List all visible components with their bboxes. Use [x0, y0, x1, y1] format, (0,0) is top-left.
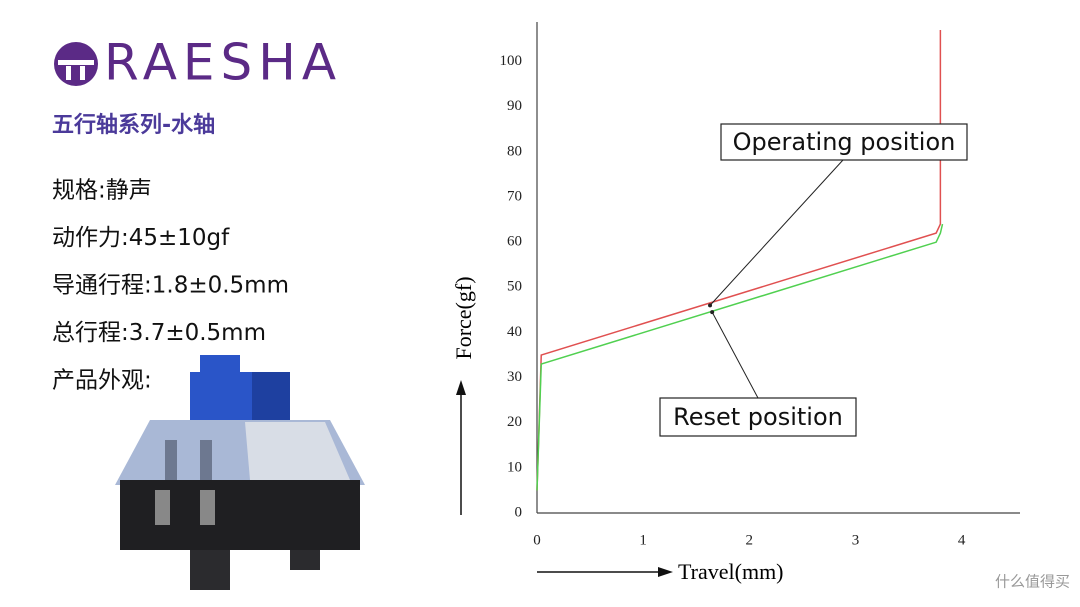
- spec-line: 规格:静声: [52, 178, 152, 204]
- x-tick-label: 1: [639, 532, 647, 548]
- y-tick-label: 70: [507, 188, 522, 204]
- x-tick-label: 0: [533, 532, 541, 548]
- x-tick-label: 4: [958, 532, 966, 548]
- y-tick-label: 60: [507, 234, 522, 250]
- spec-line: 产品外观:: [52, 368, 152, 394]
- y-axis-title: Force(gf): [451, 276, 476, 359]
- y-tick-label: 0: [515, 504, 523, 520]
- y-tick-label: 30: [507, 369, 522, 385]
- y-tick-label: 10: [507, 459, 522, 475]
- force-curve: [536, 223, 944, 491]
- watermark: 什么值得买: [995, 573, 1070, 591]
- annotation-box: [720, 123, 968, 161]
- y-tick-label: 90: [507, 98, 522, 114]
- spec-line: 总行程:3.7±0.5mm: [52, 320, 266, 346]
- switch-image: [115, 355, 365, 590]
- subtitle: 五行轴系列-水轴: [52, 112, 215, 138]
- x-axis-title: Travel(mm): [678, 559, 784, 584]
- annotation-leader: [709, 159, 844, 306]
- spec-line: 导通行程:1.8±0.5mm: [52, 273, 289, 299]
- annotation-text: Operating position: [733, 128, 956, 156]
- x-tick-label: 2: [746, 532, 754, 548]
- y-tick-label: 100: [500, 53, 523, 69]
- annotation-leader: [711, 311, 759, 399]
- y-tick-label: 80: [507, 143, 522, 159]
- annotation-point: [710, 310, 715, 315]
- annotation-box: [659, 397, 857, 437]
- logo-text: RAESHA: [104, 34, 342, 92]
- annotation-text: Reset position: [673, 403, 843, 431]
- spec-line: 动作力:45±10gf: [52, 225, 230, 251]
- y-tick-label: 50: [507, 279, 522, 295]
- x-axis-arrow-head: [658, 567, 673, 577]
- y-axis-arrow-head: [456, 380, 466, 395]
- annotation-point: [708, 303, 713, 308]
- y-tick-label: 20: [507, 414, 522, 430]
- logo-emblem: [54, 42, 98, 86]
- x-tick-label: 3: [852, 532, 860, 548]
- y-tick-label: 40: [507, 324, 522, 340]
